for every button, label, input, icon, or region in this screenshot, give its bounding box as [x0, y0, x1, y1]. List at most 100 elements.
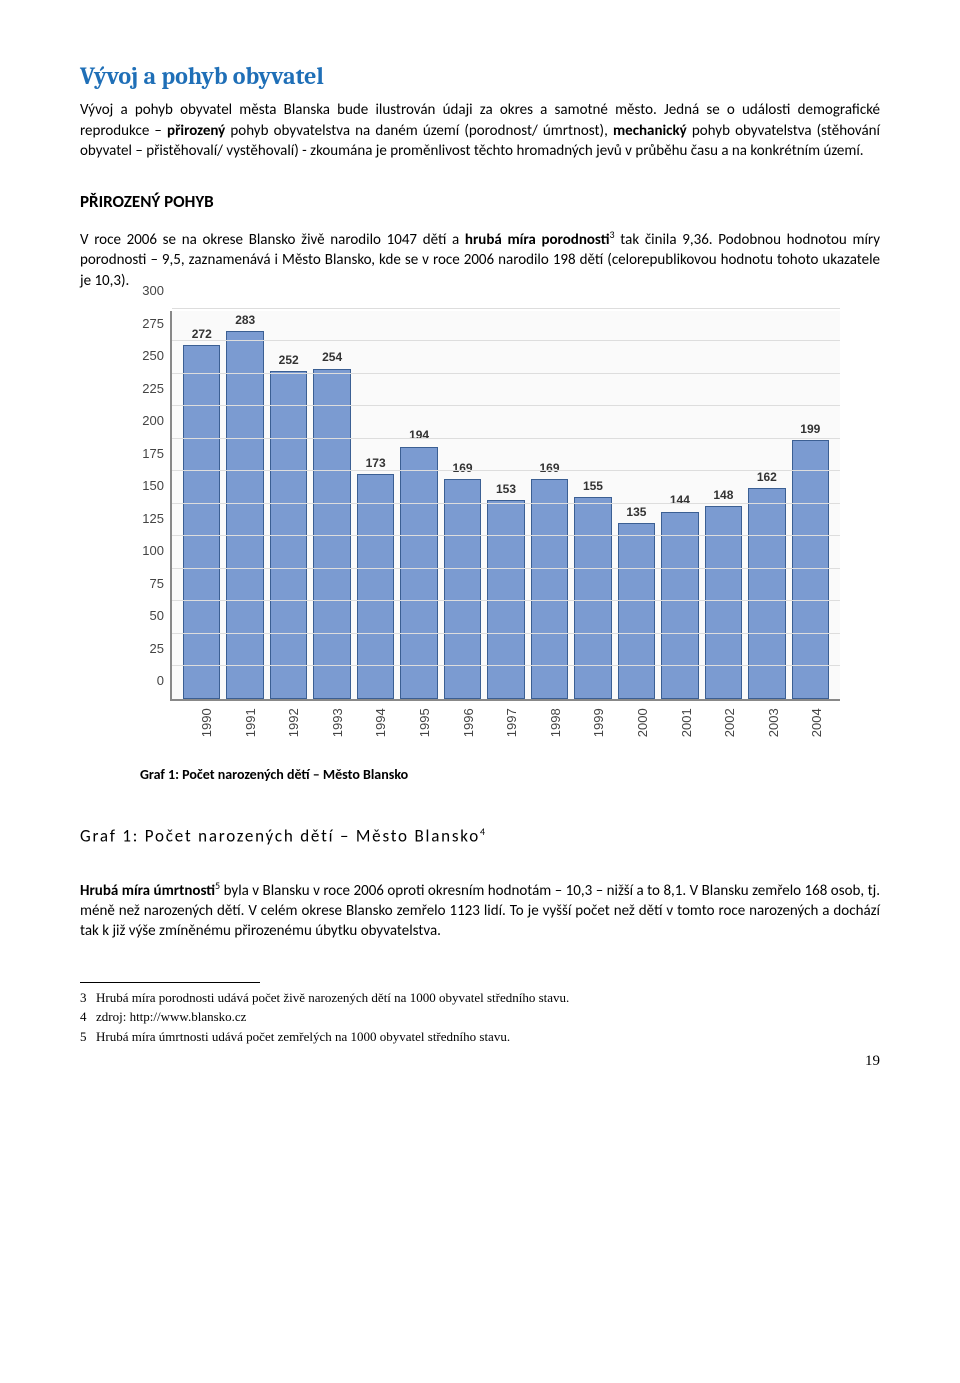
footnote: 5Hrubá míra úmrtnosti udává počet zemřel…	[80, 1028, 880, 1046]
chart-x-label: 2004	[794, 701, 826, 745]
chart-y-tick: 25	[122, 640, 164, 658]
chart-bar: 252	[267, 311, 310, 699]
page-title: Vývoj a pohyb obyvatel	[80, 60, 880, 92]
chart-bar-rect	[226, 331, 263, 699]
chart-x-label: 1990	[184, 701, 216, 745]
bar-chart: 2722832522541731941691531691551351441481…	[120, 311, 840, 739]
chart-bar-value: 169	[453, 460, 473, 476]
chart-caption: Graf 1: Počet narozených dětí – Město Bl…	[140, 766, 880, 785]
chart-bar-value: 135	[626, 504, 646, 520]
para2-a: V roce 2006 se na okrese Blansko živě na…	[80, 231, 465, 249]
chart-bar: 148	[702, 311, 745, 699]
chart-bar: 254	[310, 311, 353, 699]
chart-x-label: 2001	[664, 701, 696, 745]
footnote-number: 5	[80, 1028, 96, 1046]
chart-bar-value: 283	[235, 312, 255, 328]
section-heading: PŘIROZENÝ POHYB	[80, 191, 880, 214]
para3-bold: Hrubá míra úmrtnosti	[80, 882, 215, 900]
chart-gridline	[172, 470, 840, 471]
footnote-text: Hrubá míra úmrtnosti udává počet zemřelý…	[96, 1029, 510, 1044]
chart-bar-rect	[661, 512, 698, 699]
chart-x-label: 2003	[751, 701, 783, 745]
chart-y-tick: 175	[122, 445, 164, 463]
intro-bold-1: přirozený	[167, 122, 225, 140]
chart-y-tick: 200	[122, 413, 164, 431]
chart-bar: 155	[571, 311, 614, 699]
chart-gridline	[172, 633, 840, 634]
chart-bar: 169	[528, 311, 571, 699]
chart-gridline	[172, 535, 840, 536]
chart-gridline	[172, 438, 840, 439]
chart-bar: 194	[397, 311, 440, 699]
chart-y-tick: 50	[122, 608, 164, 626]
chart-bar-value: 144	[670, 492, 690, 508]
graf-subtitle-text: Graf 1: Počet narozených dětí – Město Bl…	[80, 826, 480, 847]
chart-bar-value: 173	[366, 455, 386, 471]
chart-bar-rect	[748, 488, 785, 699]
chart-x-label: 1992	[271, 701, 303, 745]
chart-x-label: 1997	[489, 701, 521, 745]
intro-paragraph: Vývoj a pohyb obyvatel města Blanska bud…	[80, 100, 880, 161]
chart-x-label: 1993	[315, 701, 347, 745]
chart-x-axis: 1990199119921993199419951996199719981999…	[170, 707, 840, 739]
chart-bar: 283	[223, 311, 266, 699]
chart-x-label: 1996	[446, 701, 478, 745]
chart-y-tick: 150	[122, 478, 164, 496]
chart-bar: 169	[441, 311, 484, 699]
chart-bar: 162	[745, 311, 788, 699]
chart-x-label: 1995	[402, 701, 434, 745]
footnote-separator	[80, 982, 260, 983]
chart-bar: 135	[615, 311, 658, 699]
chart-gridline	[172, 373, 840, 374]
chart-y-tick: 125	[122, 510, 164, 528]
chart-bar-rect	[618, 523, 655, 699]
footnote-ref-4: 4	[480, 825, 487, 838]
chart-gridline	[172, 405, 840, 406]
chart-x-label: 2000	[620, 701, 652, 745]
chart-gridline	[172, 665, 840, 666]
chart-bar: 199	[789, 311, 832, 699]
chart-gridline	[172, 308, 840, 309]
chart-bar: 272	[180, 311, 223, 699]
paragraph-birthrate: V roce 2006 se na okrese Blansko živě na…	[80, 228, 880, 291]
footnote-text: Hrubá míra porodnosti udává počet živě n…	[96, 990, 569, 1005]
chart-bar-value: 155	[583, 478, 603, 494]
chart-y-tick: 275	[122, 315, 164, 333]
footnote-number: 4	[80, 1008, 96, 1026]
chart-bar-rect	[313, 369, 350, 699]
chart-bar-rect	[792, 440, 829, 699]
chart-bar-value: 252	[279, 352, 299, 368]
chart-x-label: 2002	[707, 701, 739, 745]
chart-bar-rect	[574, 497, 611, 699]
chart-gridline	[172, 340, 840, 341]
chart-bar-rect	[183, 345, 220, 699]
chart-bars-container: 2722832522541731941691531691551351441481…	[172, 311, 840, 699]
chart-x-label: 1991	[228, 701, 260, 745]
chart-bar-value: 254	[322, 349, 342, 365]
footnote: 4zdroj: http://www.blansko.cz	[80, 1008, 880, 1026]
chart-x-label: 1999	[576, 701, 608, 745]
para2-bold: hrubá míra porodnosti	[465, 231, 610, 249]
intro-text-mid: pohyb obyvatelstva na daném území (porod…	[225, 122, 613, 140]
chart-y-tick: 0	[122, 673, 164, 691]
chart-y-tick: 100	[122, 543, 164, 561]
page-number: 19	[80, 1051, 880, 1071]
chart-bar-value: 194	[409, 427, 429, 443]
chart-bar: 153	[484, 311, 527, 699]
chart-y-tick: 300	[122, 283, 164, 301]
chart-bar-value: 153	[496, 481, 516, 497]
graf-subtitle: Graf 1: Počet narozených dětí – Město Bl…	[80, 825, 880, 849]
chart-y-tick: 225	[122, 380, 164, 398]
chart-gridline	[172, 503, 840, 504]
footnote: 3Hrubá míra porodnosti udává počet živě …	[80, 989, 880, 1007]
footnote-number: 3	[80, 989, 96, 1007]
chart-gridline	[172, 568, 840, 569]
chart-x-label: 1998	[533, 701, 565, 745]
chart-bar: 144	[658, 311, 701, 699]
footnotes-block: 3Hrubá míra porodnosti udává počet živě …	[80, 989, 880, 1046]
chart-bar-value: 169	[539, 460, 559, 476]
chart-x-label: 1994	[358, 701, 390, 745]
intro-bold-2: mechanický	[613, 122, 687, 140]
chart-y-tick: 250	[122, 348, 164, 366]
chart-bar-value: 199	[800, 421, 820, 437]
